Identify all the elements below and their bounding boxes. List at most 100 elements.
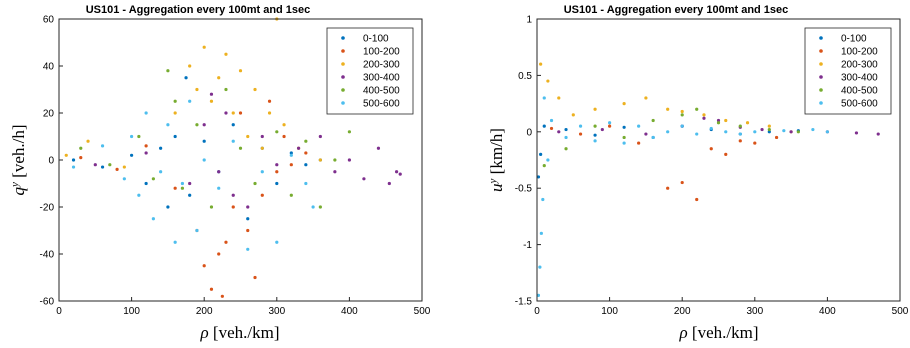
data-point (151, 177, 155, 181)
data-point (151, 217, 155, 221)
data-point (122, 165, 126, 169)
data-point (564, 127, 568, 132)
y-tick-label: 0.5 (518, 71, 532, 82)
data-point (202, 264, 206, 268)
data-point (680, 109, 684, 114)
legend-marker (341, 75, 345, 79)
data-point (304, 181, 308, 186)
data-point (608, 121, 612, 125)
series-100-200 (79, 99, 308, 298)
data-point (238, 69, 243, 73)
series-400-500 (542, 107, 800, 168)
data-point (260, 146, 264, 150)
data-point (600, 127, 604, 132)
data-point (166, 69, 170, 73)
series-200-300 (539, 62, 793, 134)
data-point (716, 118, 721, 123)
data-point (760, 127, 764, 132)
data-point (253, 275, 257, 280)
data-point (593, 139, 597, 143)
data-point (231, 111, 235, 115)
y-tick-label: -20 (40, 203, 55, 214)
data-point (246, 205, 250, 209)
data-point (542, 96, 546, 100)
x-tick-label: 200 (674, 306, 691, 317)
data-point (767, 124, 771, 128)
speed-scatter-chart: US101 - Aggregation every 100mt and 1sec… (487, 4, 909, 342)
data-point (275, 130, 279, 134)
data-point (79, 156, 83, 160)
data-point (738, 132, 742, 136)
data-point (253, 87, 257, 92)
series-300-400 (557, 116, 880, 136)
data-point (137, 134, 141, 139)
data-point (789, 130, 793, 134)
data-point (311, 205, 315, 209)
data-point (695, 197, 699, 202)
data-point (202, 139, 206, 143)
series-500-600 (536, 96, 830, 297)
data-point (709, 147, 713, 151)
legend-label: 100-200 (363, 47, 400, 58)
data-point (318, 158, 322, 162)
data-point (144, 181, 148, 186)
data-point (539, 152, 543, 156)
data-point (86, 139, 90, 143)
data-point (188, 193, 192, 197)
x-tick-label: 0 (56, 306, 62, 317)
data-point (539, 231, 543, 235)
data-point (347, 158, 351, 162)
data-point (224, 52, 228, 56)
legend-label: 500-600 (841, 99, 878, 110)
legend-label: 300-400 (363, 73, 400, 84)
data-point (180, 181, 185, 186)
data-point (180, 186, 185, 190)
data-point (220, 294, 224, 298)
data-point (854, 131, 859, 135)
data-point (333, 158, 337, 162)
data-point (137, 193, 141, 197)
x-tick-label: 0 (534, 306, 540, 317)
data-point (738, 124, 742, 128)
data-point (876, 132, 880, 136)
data-point (557, 130, 561, 134)
data-point (122, 177, 126, 181)
data-point (71, 165, 76, 169)
data-point (767, 130, 771, 134)
data-point (217, 186, 221, 190)
data-point (666, 186, 670, 190)
data-point (64, 153, 68, 157)
legend-marker (819, 49, 823, 53)
y-tick-label: -60 (40, 297, 55, 308)
data-point (238, 111, 243, 115)
data-point (753, 130, 757, 134)
data-point (267, 111, 272, 115)
data-point (130, 134, 134, 139)
data-point (593, 133, 597, 137)
x-tick-label: 400 (341, 306, 358, 317)
data-point (100, 144, 105, 148)
data-point (184, 76, 188, 80)
x-tick-label: 100 (123, 306, 140, 317)
data-point (644, 132, 648, 136)
y-tick-label: -0.5 (515, 184, 533, 195)
data-point (541, 197, 545, 202)
data-point (282, 134, 286, 139)
data-point (289, 193, 293, 197)
data-point (637, 124, 641, 128)
data-point (71, 158, 76, 162)
x-tick-label: 300 (746, 306, 763, 317)
data-point (231, 139, 235, 143)
data-point (238, 146, 243, 150)
x-tick-labels: 0 100 200 300 400 500 (56, 297, 431, 317)
data-point (217, 170, 221, 174)
data-point (209, 205, 214, 209)
data-point (549, 118, 554, 123)
data-point (304, 151, 308, 155)
data-point (593, 124, 597, 128)
legend-marker (819, 75, 823, 79)
data-point (680, 124, 684, 128)
data-point (753, 141, 757, 145)
data-point (542, 124, 546, 128)
